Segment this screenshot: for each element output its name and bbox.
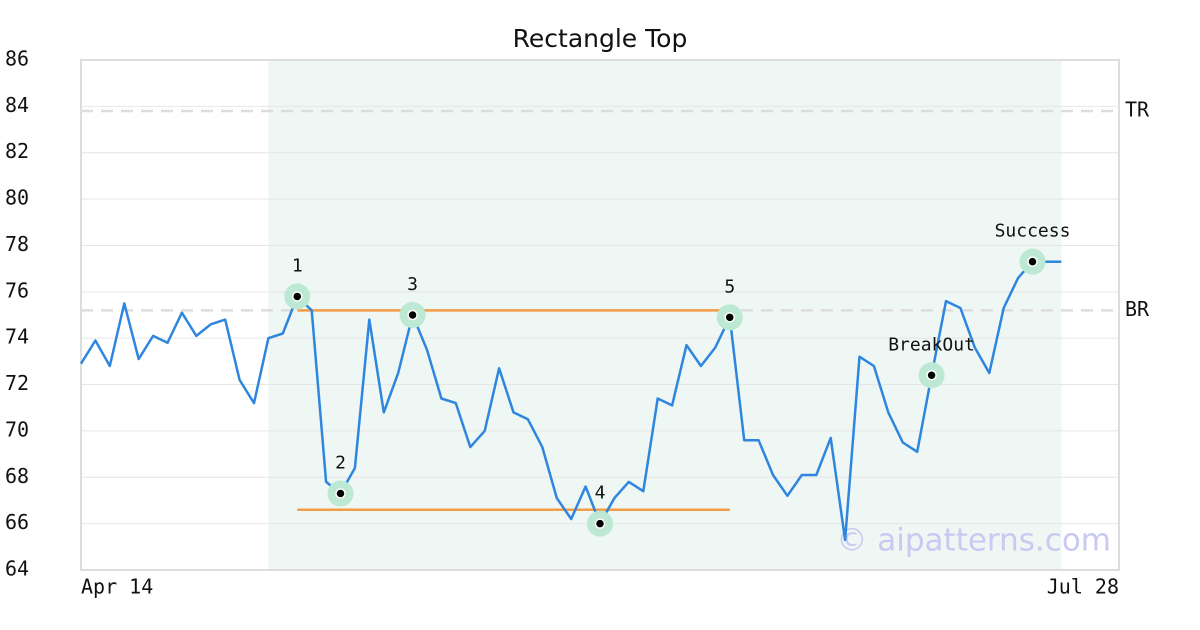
reference-label: TR	[1125, 98, 1150, 122]
y-tick-label: 82	[5, 139, 29, 163]
y-tick-label: 74	[5, 325, 29, 349]
price-line	[79, 260, 1062, 542]
y-tick-label: 78	[5, 232, 29, 256]
point-marker	[926, 370, 937, 381]
point-marker	[292, 291, 303, 302]
x-tick-label: Apr 14	[81, 575, 153, 599]
point-label: Success	[995, 221, 1071, 242]
y-tick-label: 80	[5, 186, 29, 210]
point-label: 5	[724, 276, 735, 297]
y-tick-label: 72	[5, 371, 29, 395]
y-tick-label: 64	[5, 557, 29, 581]
reference-label: BR	[1125, 297, 1150, 321]
point-label: BreakOut	[888, 334, 975, 355]
point-label: 1	[292, 255, 303, 276]
y-tick-label: 76	[5, 278, 29, 302]
y-tick-label: 66	[5, 510, 29, 534]
point-label: 4	[595, 483, 606, 504]
point-marker	[407, 309, 418, 321]
y-tick-label: 68	[5, 464, 29, 488]
point-marker	[1027, 256, 1038, 267]
watermark: © aipatterns.com	[836, 523, 1111, 559]
point-label: 2	[335, 453, 346, 474]
point-marker	[594, 518, 606, 529]
point-marker	[335, 488, 346, 499]
x-tick-label: Jul 28	[1047, 575, 1119, 599]
chart-title: Rectangle Top	[513, 24, 688, 53]
plot-frame	[80, 59, 1120, 571]
y-tick-label: 86	[5, 47, 29, 71]
y-tick-label: 84	[5, 93, 29, 117]
point-label: 3	[407, 274, 418, 295]
y-tick-label: 70	[5, 417, 29, 441]
point-marker	[724, 312, 735, 323]
